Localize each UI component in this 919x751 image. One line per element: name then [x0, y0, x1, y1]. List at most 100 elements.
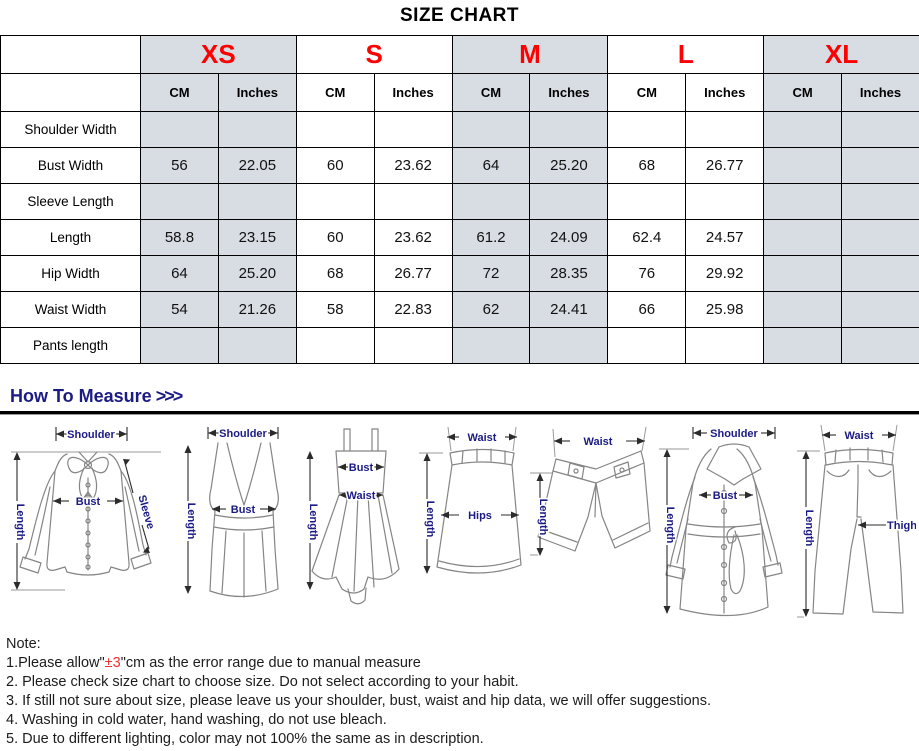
- size-cell: [841, 147, 919, 184]
- blouse-shoulder-label: Shoulder: [67, 429, 115, 441]
- size-cell: 21.26: [217, 291, 297, 328]
- unit-header-s-cm: CM: [295, 73, 375, 112]
- size-table-body: Shoulder Width Bust Width 56 22.05 60 23.62 64…: [0, 111, 919, 364]
- size-cell: [295, 327, 375, 364]
- size-cell: [140, 111, 219, 148]
- size-cell: [841, 255, 919, 292]
- size-cell: 24.57: [685, 219, 765, 256]
- size-header-m: M: [451, 35, 609, 74]
- size-cell: [607, 183, 687, 220]
- table-row: Pants length: [0, 327, 919, 364]
- skirt-hips-label: Hips: [468, 510, 492, 522]
- figure-pants: Waist Thigh Length: [796, 424, 916, 618]
- skirt-waist-label: Waist: [468, 432, 497, 444]
- size-cell: 23.15: [217, 219, 297, 256]
- row-label: Waist Width: [0, 291, 141, 328]
- size-cell: 68: [295, 255, 375, 292]
- size-cell: [529, 327, 609, 364]
- note-line-2: 2. Please check size chart to choose siz…: [6, 674, 519, 690]
- dress-waist-label: Waist: [346, 490, 375, 502]
- size-cell: 23.62: [373, 219, 453, 256]
- note-line-5: 5. Due to different lighting, color may …: [6, 731, 484, 747]
- size-cell: 60: [295, 147, 375, 184]
- size-cell: [841, 219, 919, 256]
- size-cell: 29.92: [685, 255, 765, 292]
- row-label: Hip Width: [0, 255, 141, 292]
- size-cell: 68: [607, 147, 687, 184]
- size-cell: 23.62: [373, 147, 453, 184]
- table-row: Length 58.8 23.15 60 23.62 61.2 24.09 62.4 24.57: [0, 219, 919, 256]
- coat-length-label: Length: [664, 507, 676, 544]
- note-title: Note:: [6, 636, 41, 652]
- size-cell: 64: [140, 255, 219, 292]
- figure-coat: Shoulder Bust Length: [658, 427, 783, 617]
- tank-shoulder-label: Shoulder: [219, 428, 267, 440]
- size-cell: 60: [295, 219, 375, 256]
- size-cell: [763, 219, 843, 256]
- unit-header-s-inches: Inches: [373, 73, 453, 112]
- size-cell: [763, 291, 843, 328]
- how-to-measure-heading: How To Measure >>>: [10, 386, 919, 407]
- measure-figures: Shoulder Sleeve Bust Length: [0, 415, 919, 627]
- size-cell: [217, 183, 297, 220]
- size-header-xl: XL: [763, 35, 919, 74]
- size-cell: [685, 327, 765, 364]
- blouse-sleeve-label: Sleeve: [135, 494, 156, 531]
- row-label: Sleeve Length: [0, 183, 141, 220]
- size-cell: 26.77: [685, 147, 765, 184]
- note-1-prefix: 1.Please allow": [6, 655, 105, 671]
- size-cell: 22.05: [217, 147, 297, 184]
- size-cell: [841, 111, 919, 148]
- size-cell: 25.20: [529, 147, 609, 184]
- size-cell: 56: [140, 147, 219, 184]
- row-label: Shoulder Width: [0, 111, 141, 148]
- size-cell: 26.77: [373, 255, 453, 292]
- blouse-length-label: Length: [14, 504, 26, 541]
- notes-section: Note: 1.Please allow"±3"cm as the error …: [6, 635, 919, 749]
- figure-blouse: Shoulder Sleeve Bust Length: [11, 427, 161, 591]
- size-cell: 28.35: [529, 255, 609, 292]
- pants-thigh-label: Thigh: [887, 520, 916, 532]
- size-cell: [763, 255, 843, 292]
- triple-chevron-icon: >>>: [155, 386, 184, 406]
- size-cell: [529, 183, 609, 220]
- corner-cell: [0, 73, 141, 112]
- tank-length-label: Length: [185, 503, 197, 540]
- size-cell: 76: [607, 255, 687, 292]
- size-cell: [373, 111, 453, 148]
- row-label: Bust Width: [0, 147, 141, 184]
- unit-header-xl-cm: CM: [763, 73, 843, 112]
- size-cell: [763, 111, 843, 148]
- size-cell: [295, 111, 375, 148]
- size-cell: [451, 183, 531, 220]
- size-cell: 61.2: [451, 219, 531, 256]
- size-cell: 24.09: [529, 219, 609, 256]
- unit-header-xs-cm: CM: [140, 73, 219, 112]
- size-cell: 25.98: [685, 291, 765, 328]
- pants-length-label: Length: [803, 510, 815, 547]
- size-table: XS S M L XL CM Inches CM Inches CM Inches CM Inches…: [0, 35, 919, 364]
- dress-length-label: Length: [307, 504, 319, 541]
- size-cell: [763, 147, 843, 184]
- table-row: Waist Width 54 21.26 58 22.83 62 24.41 66 25.98: [0, 291, 919, 328]
- size-header-l: L: [607, 35, 765, 74]
- corner-cell: [0, 35, 141, 74]
- size-cell: [451, 111, 531, 148]
- figure-dress: Bust Waist Length: [305, 428, 400, 605]
- how-to-measure-text: How To Measure: [10, 386, 152, 406]
- size-cell: 62.4: [607, 219, 687, 256]
- size-cell: 58.8: [140, 219, 219, 256]
- unit-header-xs-inches: Inches: [217, 73, 297, 112]
- divider-rule: [0, 411, 919, 415]
- table-row: Shoulder Width: [0, 111, 919, 148]
- shorts-length-label: Length: [537, 499, 549, 536]
- size-cell: [373, 327, 453, 364]
- size-cell: [685, 183, 765, 220]
- table-row: Sleeve Length: [0, 183, 919, 220]
- size-cell: [763, 183, 843, 220]
- size-cell: [841, 183, 919, 220]
- size-header-row: XS S M L XL: [0, 35, 919, 74]
- table-row: Hip Width 64 25.20 68 26.77 72 28.35 76 29.92: [0, 255, 919, 292]
- size-cell: 66: [607, 291, 687, 328]
